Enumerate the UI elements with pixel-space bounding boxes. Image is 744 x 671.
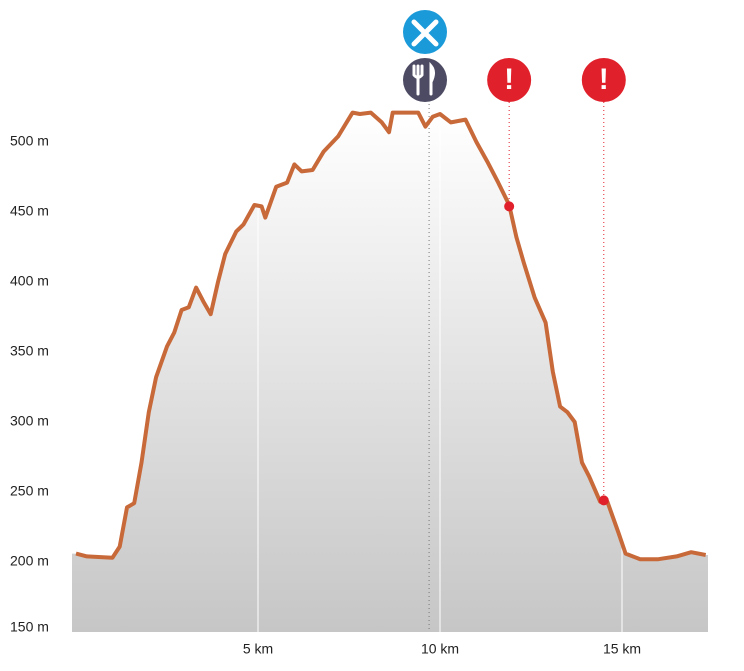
warning-label: ! <box>599 63 609 96</box>
warning-icon <box>581 58 626 102</box>
y-tick-label: 300 m <box>10 413 49 429</box>
y-tick-label: 150 m <box>10 619 49 635</box>
x-tick-label: 5 km <box>243 641 273 657</box>
y-tick-label: 350 m <box>10 343 49 359</box>
warning-label: ! <box>504 63 514 96</box>
profile-line <box>75 110 707 562</box>
warning-icon <box>487 58 532 102</box>
warning-point <box>504 201 515 212</box>
y-tick-label: 500 m <box>10 133 49 149</box>
x-tick-label: 15 km <box>603 641 641 657</box>
y-tick-label: 250 m <box>10 483 49 499</box>
y-tick-label: 450 m <box>10 203 49 219</box>
area-fill <box>72 112 708 633</box>
y-tick-label: 400 m <box>10 273 49 289</box>
x-tick-label: 10 km <box>421 641 459 657</box>
y-tick-label: 200 m <box>10 553 49 569</box>
plot-area <box>72 100 708 633</box>
food-icon <box>403 58 447 102</box>
service-icon <box>403 10 447 54</box>
warning-point <box>598 495 609 506</box>
